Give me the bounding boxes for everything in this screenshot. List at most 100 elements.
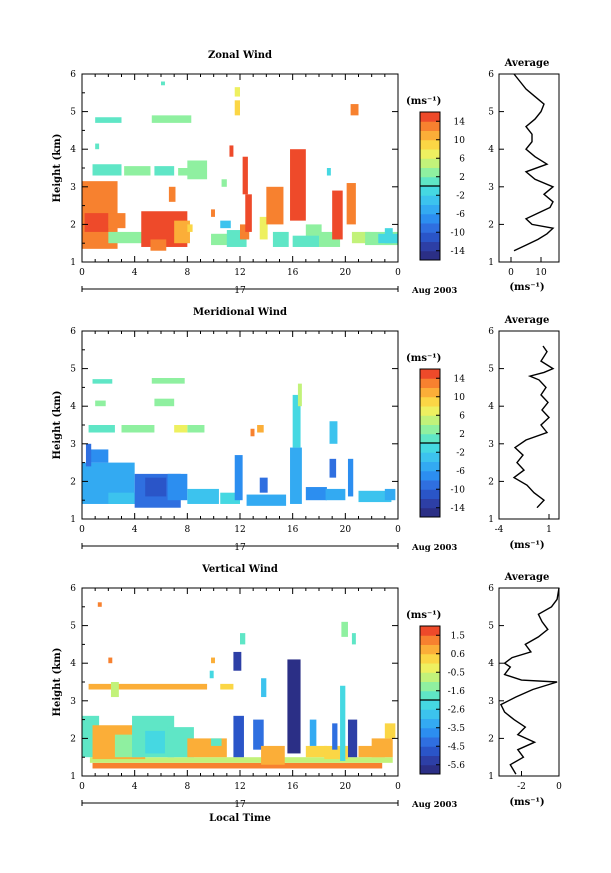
colorbar-swatch — [420, 672, 440, 682]
colorbar-swatch — [420, 186, 440, 196]
data-cell — [209, 670, 214, 679]
x-tick-label: 8 — [184, 782, 190, 792]
colorbar-tick-label: -10 — [451, 485, 466, 495]
average-y-tick-label: 3 — [488, 440, 494, 450]
x-axis-label: Local Time — [209, 813, 271, 824]
average-x-tick-label: 10 — [535, 268, 547, 278]
data-cell — [309, 719, 317, 746]
data-cell — [211, 657, 215, 664]
data-cell — [384, 723, 396, 739]
colorbar-swatch — [420, 764, 440, 775]
y-tick-label: 2 — [70, 734, 76, 744]
data-cell — [305, 745, 327, 758]
colorbar-swatch — [420, 737, 440, 747]
average-y-tick-label: 2 — [488, 220, 494, 230]
colorbar-swatch — [420, 690, 440, 701]
data-cell — [233, 715, 244, 758]
colorbar-swatch — [420, 635, 440, 645]
data-cell — [346, 183, 356, 225]
colorbar-tick-label: 10 — [454, 393, 466, 403]
colorbar-tick-label: -0.5 — [448, 668, 466, 678]
y-tick-label: 1 — [70, 258, 76, 268]
colorbar-swatch — [420, 396, 440, 407]
data-cell — [234, 100, 240, 116]
colorbar-swatch — [420, 149, 440, 159]
x-tick-label: 4 — [132, 782, 138, 792]
colorbar-tick-label: -6 — [456, 210, 465, 220]
average-y-tick-label: 4 — [488, 402, 494, 412]
average-x-tick-label: 0 — [556, 782, 562, 792]
data-cell — [161, 683, 208, 690]
date-marker: 17 — [234, 543, 246, 553]
data-cell — [161, 81, 165, 86]
data-cell — [329, 458, 337, 478]
data-cell — [108, 231, 148, 244]
average-profile: 1 2 3 4 5 6 0 10 — [488, 70, 560, 278]
colorbar: 14 10 6 2 -2 -6 -10 -14 — [419, 111, 466, 261]
colorbar-swatch — [420, 167, 440, 178]
colorbar-swatch — [420, 452, 440, 462]
colorbar-swatch — [420, 709, 440, 719]
x-tick-label: 16 — [287, 525, 299, 535]
colorbar-swatch — [420, 443, 440, 453]
colorbar-swatch — [420, 250, 440, 261]
x-tick-label: 20 — [340, 525, 352, 535]
colorbar-swatch — [420, 158, 440, 168]
average-y-tick-label: 3 — [488, 697, 494, 707]
average-y-tick-label: 5 — [488, 622, 494, 632]
data-cell — [220, 492, 240, 504]
colorbar-swatch — [420, 644, 440, 655]
colorbar-swatch — [420, 223, 440, 233]
colorbar-swatch — [420, 195, 440, 205]
data-cell — [351, 633, 356, 645]
y-tick-label: 4 — [70, 402, 76, 412]
x-tick-label: 20 — [340, 782, 352, 792]
x-tick-label: 12 — [234, 268, 245, 278]
average-frame — [498, 587, 560, 777]
colorbar: 1.5 0.6 -0.5 -1.6 -2.6 -3.5 -4.5 -5.6 — [419, 625, 466, 775]
data-cell — [290, 149, 306, 221]
colorbar-unit: (ms⁻¹) — [406, 610, 441, 621]
data-cell — [347, 458, 354, 497]
data-cell — [340, 685, 346, 761]
x-tick-label: 0 — [395, 268, 401, 278]
data-cell — [178, 168, 192, 176]
data-cell — [259, 477, 268, 493]
date-marker: 17 — [234, 800, 246, 810]
data-cell — [229, 145, 234, 157]
colorbar-swatch — [420, 626, 440, 636]
data-cell — [341, 621, 348, 637]
data-cell — [187, 425, 205, 433]
data-cell — [88, 683, 161, 690]
colorbar-swatch — [420, 755, 440, 766]
y-axis: 1 2 3 4 5 6 — [70, 70, 398, 268]
data-cell — [220, 220, 231, 229]
average-profile: 1 2 3 4 5 6 -2 0 — [488, 584, 562, 792]
data-cell — [145, 477, 167, 497]
x-tick-label: 12 — [234, 782, 245, 792]
y-axis-label: Height (km) — [52, 391, 63, 460]
data-cell — [272, 231, 289, 247]
data-cell — [292, 235, 319, 247]
average-title: Average — [504, 58, 550, 69]
data-cell — [261, 745, 285, 765]
average-y-tick-label: 1 — [488, 515, 494, 525]
y-tick-label: 5 — [70, 622, 76, 632]
average-xlabel: (ms⁻¹) — [509, 540, 544, 551]
chart-title: Zonal Wind — [208, 50, 272, 61]
average-x-tick-label: -4 — [495, 525, 504, 535]
data-cell — [167, 473, 188, 501]
colorbar-tick-label: -10 — [451, 228, 466, 238]
average-xlabel: (ms⁻¹) — [509, 797, 544, 808]
data-cell — [234, 87, 240, 97]
x-tick-label: 16 — [287, 268, 299, 278]
data-cell — [297, 383, 302, 407]
average-y-tick-label: 4 — [488, 145, 494, 155]
colorbar-swatch — [420, 461, 440, 472]
data-cell — [211, 233, 238, 246]
data-cell — [150, 239, 167, 251]
y-tick-label: 6 — [70, 327, 76, 337]
